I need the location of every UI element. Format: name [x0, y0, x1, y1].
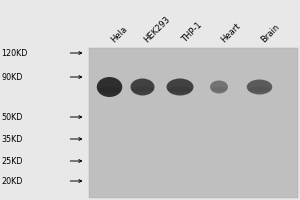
- Text: 35KD: 35KD: [2, 134, 23, 144]
- Ellipse shape: [167, 79, 194, 96]
- Ellipse shape: [211, 87, 227, 91]
- Ellipse shape: [130, 79, 154, 96]
- Ellipse shape: [132, 87, 153, 93]
- Text: THP-1: THP-1: [180, 20, 204, 44]
- Ellipse shape: [168, 87, 192, 93]
- Ellipse shape: [248, 87, 271, 92]
- Text: Hela: Hela: [110, 24, 129, 44]
- Text: Heart: Heart: [219, 21, 242, 44]
- Text: Brain: Brain: [260, 22, 282, 44]
- Text: 120KD: 120KD: [2, 48, 28, 58]
- Ellipse shape: [97, 77, 122, 97]
- Ellipse shape: [210, 81, 228, 94]
- Text: 50KD: 50KD: [2, 112, 23, 121]
- Ellipse shape: [247, 80, 272, 95]
- Text: 20KD: 20KD: [2, 176, 23, 186]
- Text: 90KD: 90KD: [2, 72, 23, 82]
- Text: 25KD: 25KD: [2, 156, 23, 166]
- Ellipse shape: [98, 87, 121, 94]
- Text: HEK293: HEK293: [142, 14, 172, 44]
- FancyBboxPatch shape: [88, 48, 298, 198]
